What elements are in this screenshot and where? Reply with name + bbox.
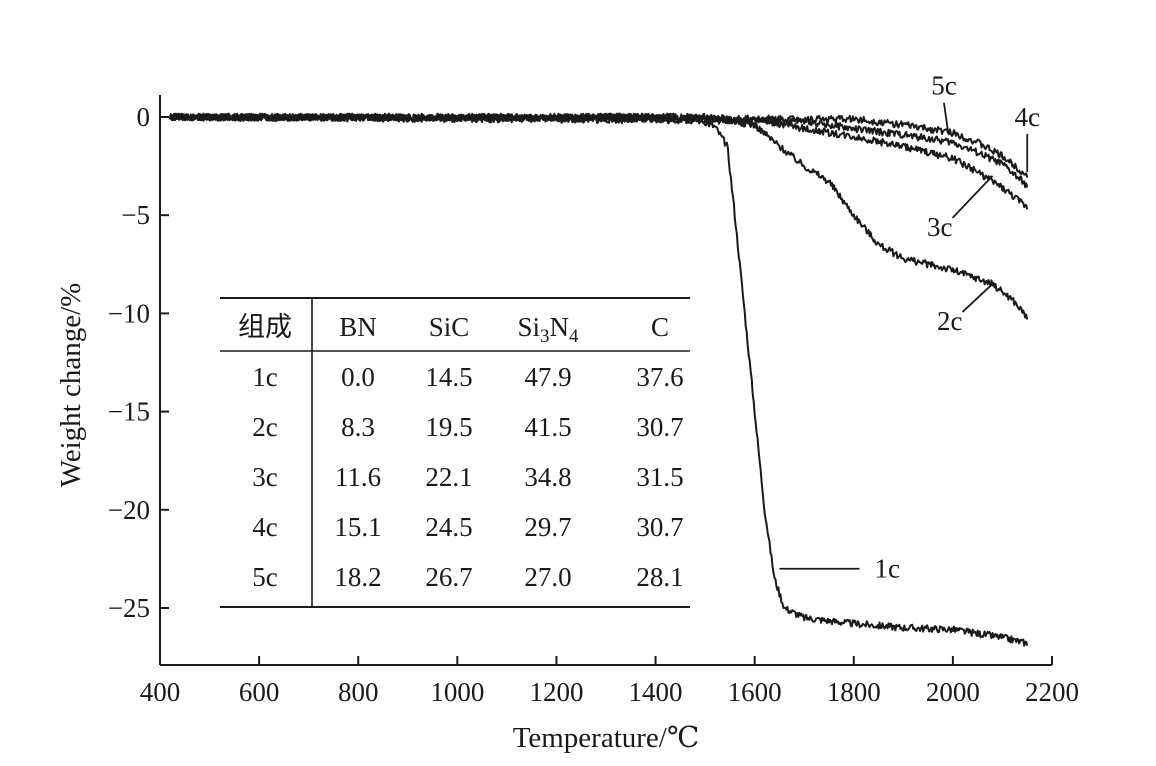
y-axis-title: Weight change/% [55, 283, 87, 488]
y-tick-label: −20 [108, 495, 150, 525]
table-header-cell: Si3N4 [517, 312, 579, 347]
table-cell: 26.7 [425, 562, 472, 592]
x-tick-label: 1000 [430, 677, 484, 707]
x-tick-label: 1800 [827, 677, 881, 707]
table-cell: 47.9 [524, 362, 571, 392]
series-label-4c: 4c [1014, 102, 1040, 132]
table-cell: 27.0 [524, 562, 571, 592]
table-cell: 41.5 [524, 412, 571, 442]
table-cell: 30.7 [636, 512, 683, 542]
x-tick-label: 2000 [926, 677, 980, 707]
table-header-cell: SiC [429, 312, 470, 342]
table-cell: 2c [252, 412, 278, 442]
table-cell: 29.7 [524, 512, 571, 542]
x-tick-label: 600 [239, 677, 280, 707]
table-cell: 22.1 [425, 462, 472, 492]
x-tick-label: 1400 [629, 677, 683, 707]
table-cell: 14.5 [425, 362, 472, 392]
series-label-leader [951, 175, 994, 219]
series-line-5c [169, 112, 1029, 178]
table-cell: 4c [252, 512, 278, 542]
series-labels: 1c 2c 3c 4c 5c [779, 71, 1040, 584]
table-cell: 37.6 [636, 362, 683, 392]
series-layer [168, 112, 1029, 647]
table-cell: 19.5 [425, 412, 472, 442]
table-cell: 34.8 [524, 462, 571, 492]
series-label-leader [943, 102, 949, 131]
series-label-1c: 1c [874, 554, 900, 584]
x-tick-label: 800 [338, 677, 379, 707]
y-tick-label: −10 [108, 298, 150, 328]
axes: 400 600 800 1000 1200 1400 1600 1800 2000 2200 0 −5… [108, 95, 1079, 707]
table-cell: 30.7 [636, 412, 683, 442]
series-label-3c: 3c [927, 212, 953, 242]
table-cell: 5c [252, 562, 278, 592]
x-tick-label: 1600 [728, 677, 782, 707]
table-cell: 31.5 [636, 462, 683, 492]
table-header-cell: BN [339, 312, 377, 342]
x-axis-title: Temperature/℃ [513, 722, 700, 754]
series-label-5c: 5c [931, 71, 957, 101]
table-cell: 8.3 [341, 412, 375, 442]
table-cell: 1c [252, 362, 278, 392]
table-cell: 24.5 [425, 512, 472, 542]
table-cell: 0.0 [341, 362, 375, 392]
table-header-cell: C [651, 312, 669, 342]
x-tick-label: 400 [140, 677, 181, 707]
table-cell: 18.2 [334, 562, 381, 592]
table-cell: 15.1 [334, 512, 381, 542]
table-cell: 28.1 [636, 562, 683, 592]
y-tick-label: −5 [121, 200, 150, 230]
series-label-leader [961, 283, 994, 313]
x-tick-label: 2200 [1025, 677, 1079, 707]
table-cell: 3c [252, 462, 278, 492]
table-header-cell: 组成 [238, 312, 292, 342]
y-tick-label: 0 [137, 102, 151, 132]
table-cell: 11.6 [335, 462, 381, 492]
y-tick-label: −25 [108, 593, 150, 623]
composition-table: 组成 BN SiC Si3N4 C 1c 0.0 14.5 47.9 37.6 2c 8.3 19.5 4… [220, 297, 690, 608]
x-tick-label: 1200 [529, 677, 583, 707]
y-tick-label: −15 [108, 397, 150, 427]
series-label-2c: 2c [937, 306, 963, 336]
